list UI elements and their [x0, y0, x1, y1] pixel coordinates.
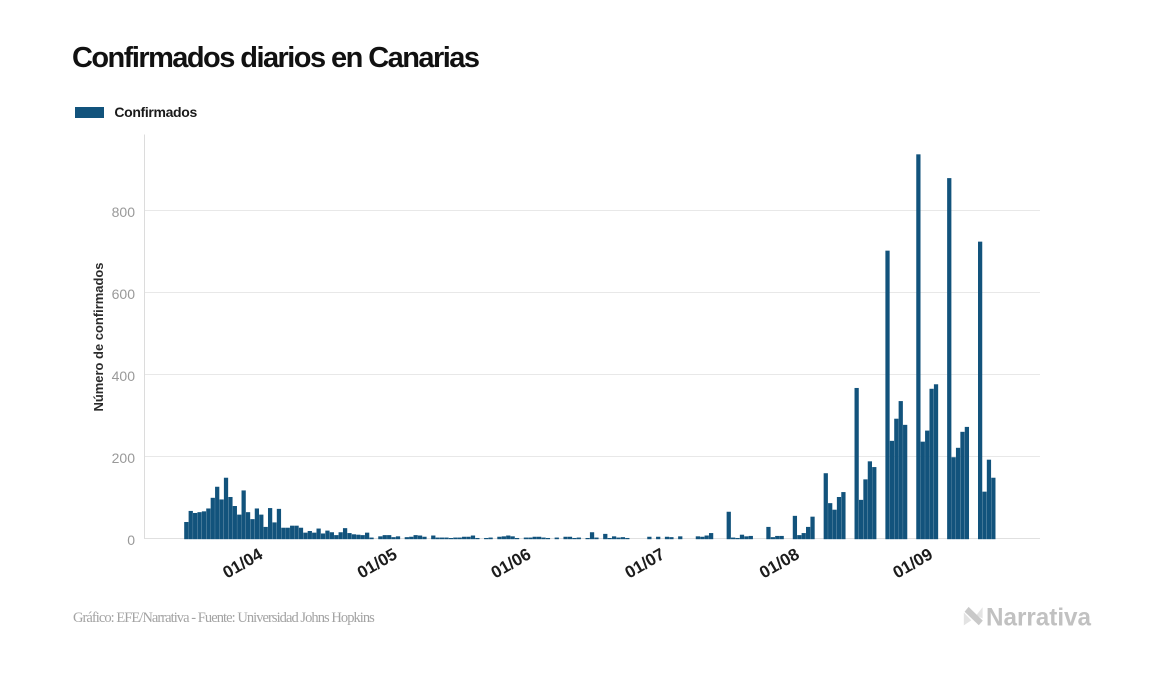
svg-text:01/08: 01/08 — [756, 545, 802, 583]
svg-text:800: 800 — [112, 204, 136, 220]
svg-text:0: 0 — [127, 532, 135, 548]
svg-text:400: 400 — [112, 368, 136, 384]
svg-text:01/07: 01/07 — [622, 545, 668, 583]
svg-text:01/09: 01/09 — [890, 545, 936, 583]
svg-text:01/04: 01/04 — [219, 544, 266, 582]
svg-text:600: 600 — [112, 286, 136, 302]
svg-text:200: 200 — [112, 450, 136, 466]
svg-text:Narrativa: Narrativa — [986, 604, 1092, 632]
svg-text:01/05: 01/05 — [354, 545, 400, 583]
svg-text:Número de confirmados: Número de confirmados — [91, 263, 106, 412]
svg-text:01/06: 01/06 — [488, 545, 534, 583]
